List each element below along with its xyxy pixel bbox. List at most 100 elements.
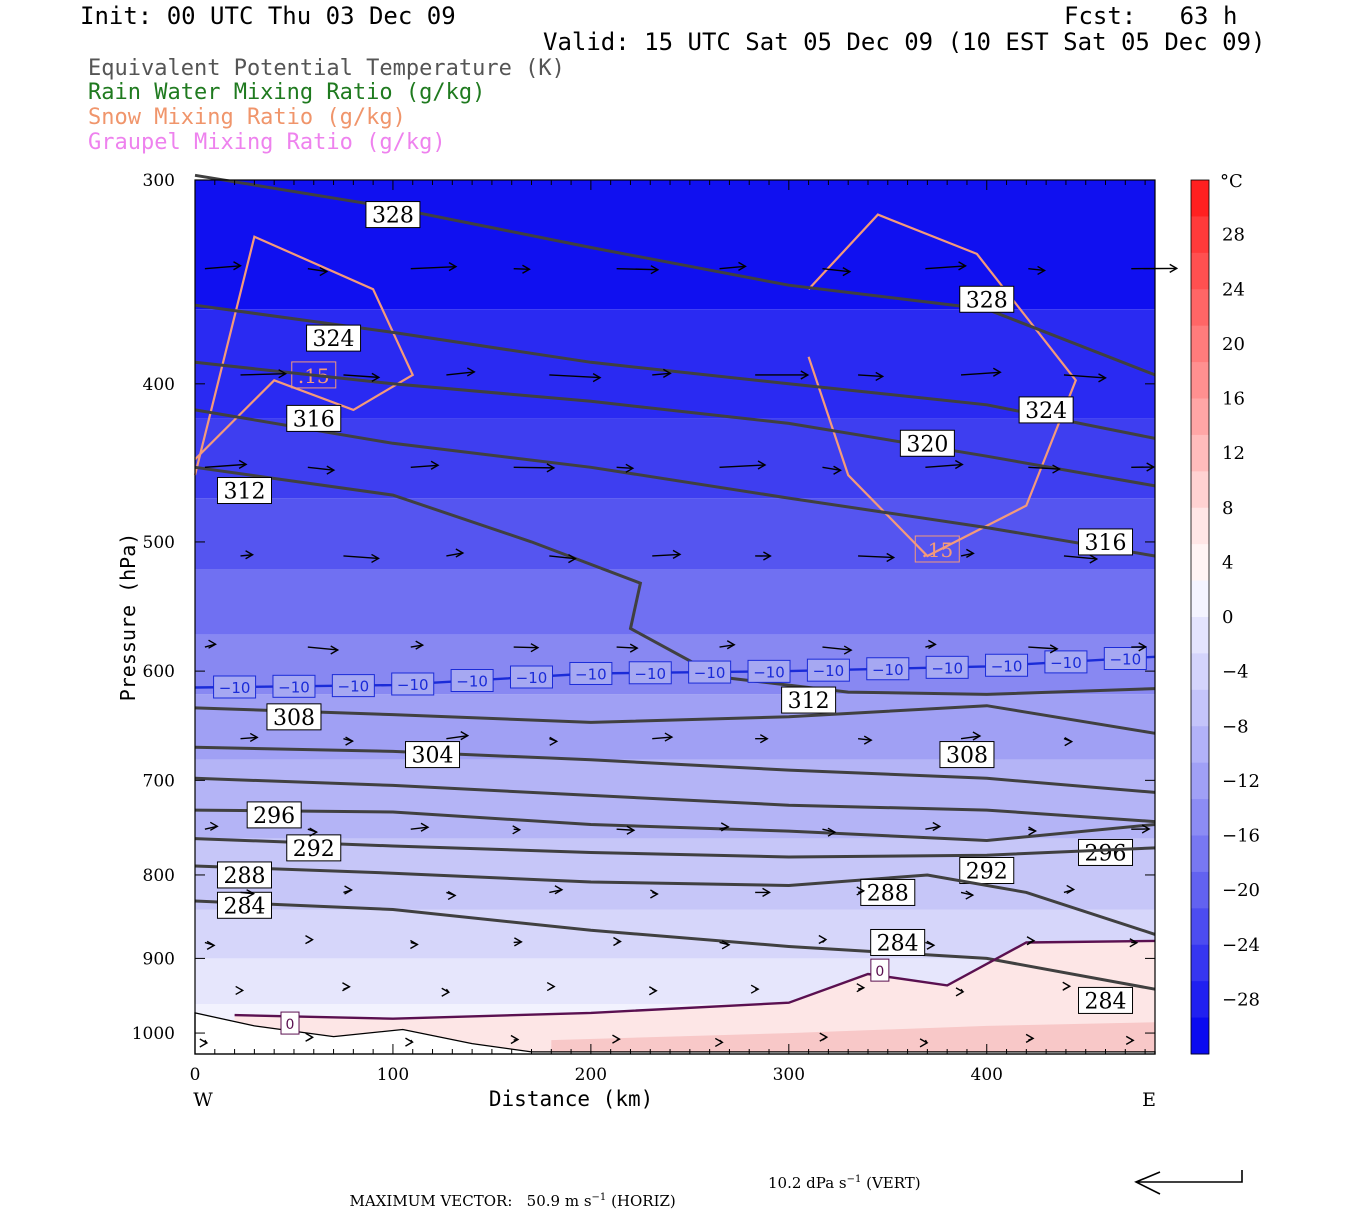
isotherm-label: −10	[338, 678, 370, 696]
colorbar-swatch	[1191, 399, 1209, 436]
theta-e-label: 292	[293, 837, 335, 862]
isotherm-label: −10	[872, 661, 904, 679]
colorbar-tick-label: 20	[1222, 334, 1245, 355]
x-tick-label: 300	[773, 1065, 805, 1085]
reference-vector-arrow	[1132, 1166, 1252, 1200]
colorbar-swatch	[1191, 726, 1209, 763]
isotherm-label: −10	[813, 662, 845, 680]
theta-e-label: 328	[966, 288, 1008, 313]
colorbar-swatch	[1191, 435, 1209, 472]
temperature-band	[195, 570, 1155, 635]
colorbar-swatch	[1191, 763, 1209, 800]
colorbar-tick-label: −16	[1222, 826, 1260, 847]
colorbar-swatch	[1191, 836, 1209, 873]
isotherm-label: −10	[991, 657, 1023, 675]
y-tick-label: 800	[143, 866, 175, 886]
temperature-band	[195, 498, 1155, 570]
colorbar-tick-label: 16	[1222, 389, 1245, 410]
theta-e-label: 316	[293, 407, 335, 432]
snow-label: .15	[921, 538, 953, 562]
x-tick-label: 400	[971, 1065, 1003, 1085]
colorbar-swatch	[1191, 1018, 1209, 1055]
theta-e-label: 316	[1085, 531, 1127, 556]
max-vector-vert: 10.2 dPa s−1 (VERT)	[768, 1174, 921, 1192]
theta-e-label: 288	[867, 881, 909, 906]
y-tick-label: 400	[143, 375, 175, 395]
theta-e-label: 328	[372, 204, 414, 229]
colorbar-swatch	[1191, 945, 1209, 982]
y-axis-label: Pressure (hPa)	[116, 533, 140, 702]
isotherm-label: −10	[1109, 651, 1141, 669]
colorbar-swatch	[1191, 508, 1209, 545]
colorbar-tick-label: 24	[1222, 279, 1245, 300]
theta-e-label: 308	[273, 706, 315, 731]
colorbar-swatch	[1191, 908, 1209, 945]
colorbar-swatch	[1191, 653, 1209, 690]
colorbar-tick-label: 12	[1222, 443, 1245, 464]
theta-e-label: 312	[223, 480, 265, 505]
colorbar-swatch	[1191, 617, 1209, 654]
theta-e-label: 288	[223, 864, 265, 889]
colorbar-swatch	[1191, 253, 1209, 290]
wind-vector	[514, 647, 538, 648]
isotherm-zero-label: 0	[286, 1017, 295, 1033]
colorbar-tick-label: −20	[1222, 880, 1260, 901]
theta-e-label: 324	[313, 327, 355, 352]
colorbar-swatch	[1191, 690, 1209, 727]
max-vector-caption: MAXIMUM VECTOR: 50.9 m s−1 (HORIZ) 10.2 …	[340, 1174, 676, 1228]
x-tick-label: 100	[377, 1065, 409, 1085]
colorbar-swatch	[1191, 326, 1209, 363]
isotherm-label: −10	[278, 678, 310, 696]
theta-e-label: 324	[1025, 399, 1067, 424]
isotherm-zero-label: 0	[875, 964, 884, 980]
x-axis-label: Distance (km)	[489, 1087, 653, 1111]
isotherm-label: −10	[931, 659, 963, 677]
isotherm-label: −10	[575, 665, 607, 683]
colorbar-tick-label: −24	[1222, 935, 1260, 956]
theta-e-label: 296	[1085, 841, 1127, 866]
isotherm-label: −10	[634, 665, 666, 683]
colorbar-tick-label: −8	[1222, 716, 1249, 737]
colorbar-swatch	[1191, 362, 1209, 399]
colorbar-swatch	[1191, 581, 1209, 618]
colorbar-unit: °C	[1220, 171, 1243, 192]
colorbar-tick-label: 8	[1222, 498, 1233, 519]
theta-e-label: 296	[253, 804, 295, 829]
colorbar-tick-label: 0	[1222, 607, 1233, 628]
colorbar-tick-label: −28	[1222, 989, 1260, 1010]
colorbar-tick-label: 28	[1222, 225, 1245, 246]
wind-vector	[514, 467, 554, 468]
x-end-label-east: E	[1142, 1089, 1156, 1111]
y-tick-label: 600	[143, 662, 175, 682]
y-tick-label: 300	[143, 171, 175, 191]
theta-e-label: 284	[877, 931, 919, 956]
isotherm-label: −10	[516, 669, 548, 687]
y-tick-label: 500	[143, 533, 175, 553]
theta-e-label: 308	[946, 744, 988, 769]
cross-section-chart: .15.153283283243243203163163123123083083…	[0, 0, 1350, 1160]
colorbar-swatch	[1191, 799, 1209, 836]
wind-vector	[514, 269, 530, 270]
theta-e-label: 284	[223, 894, 265, 919]
colorbar-swatch	[1191, 544, 1209, 581]
isotherm-label: −10	[694, 664, 726, 682]
x-tick-label: 200	[575, 1065, 607, 1085]
colorbar-tick-label: 4	[1222, 552, 1233, 573]
max-vector-horiz: MAXIMUM VECTOR: 50.9 m s−1 (HORIZ)	[350, 1192, 676, 1210]
theta-e-label: 320	[906, 432, 948, 457]
isotherm-label: −10	[753, 663, 785, 681]
x-end-label-west: W	[193, 1089, 213, 1111]
isotherm-label: −10	[1050, 654, 1082, 672]
isotherm-label: −10	[456, 673, 488, 691]
x-tick-label: 0	[190, 1065, 201, 1085]
colorbar-swatch	[1191, 981, 1209, 1018]
colorbar-swatch	[1191, 471, 1209, 508]
y-tick-label: 900	[143, 949, 175, 969]
theta-e-label: 292	[966, 860, 1008, 885]
colorbar-tick-label: −4	[1222, 662, 1249, 683]
colorbar-swatch	[1191, 216, 1209, 253]
isotherm-label: −10	[219, 679, 251, 697]
colorbar-tick-label: −12	[1222, 771, 1260, 792]
theta-e-label: 284	[1085, 989, 1127, 1014]
colorbar-swatch	[1191, 289, 1209, 326]
